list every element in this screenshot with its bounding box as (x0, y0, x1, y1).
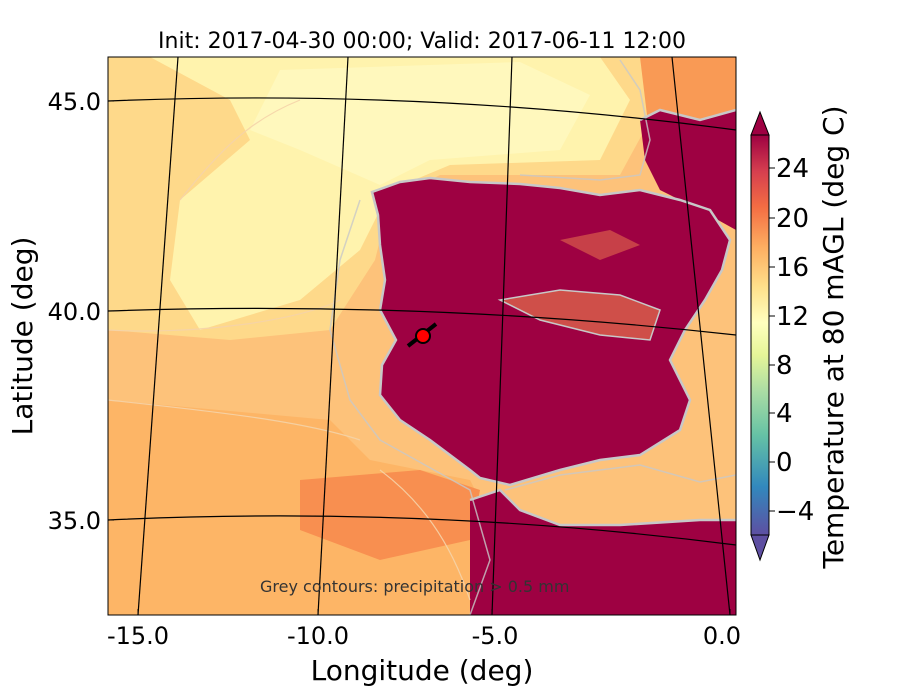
colorbar: 24 20 16 12 8 4 0 −4 Temperature at 80 m… (750, 105, 850, 570)
map-title: Init: 2017-04-30 00:00; Valid: 2017-06-1… (158, 29, 686, 54)
colorbar-top-arrow (750, 110, 770, 136)
x-tick-minus10: -10.0 (287, 622, 349, 650)
colorbar-tick-20: 20 (776, 204, 809, 234)
colorbar-scale (750, 134, 770, 536)
colorbar-tick-16: 16 (776, 253, 809, 283)
colorbar-bottom-arrow (750, 534, 770, 562)
y-tick-40: 40.0 (48, 298, 101, 326)
x-tick-0: 0.0 (703, 622, 741, 650)
x-tick-minus5: -5.0 (472, 622, 519, 650)
x-tick-minus15: -15.0 (107, 622, 169, 650)
graticule (108, 57, 736, 615)
map-note: Grey contours: precipitation > 0.5 mm (260, 577, 569, 596)
x-axis-label: Longitude (deg) (311, 654, 534, 687)
colorbar-tick-24: 24 (776, 154, 809, 184)
africa-land (470, 490, 736, 615)
y-axis: 45.0 40.0 35.0 (48, 88, 114, 535)
y-axis-label: Latitude (deg) (6, 237, 39, 436)
colorbar-tick-4: 4 (776, 399, 793, 429)
y-tick-35: 35.0 (48, 507, 101, 535)
red-circle-marker (415, 328, 431, 344)
sea-warm-region (108, 400, 490, 615)
precipitation-contours (329, 59, 736, 615)
map-area: Grey contours: precipitation > 0.5 mm (108, 57, 736, 615)
location-marker (406, 322, 438, 348)
iberia-land (372, 178, 730, 485)
colorbar-tick-8: 8 (776, 351, 793, 381)
y-tick-45: 45.0 (48, 88, 101, 116)
colorbar-tick-12: 12 (776, 302, 809, 332)
colorbar-tick-0: 0 (776, 448, 793, 478)
colorbar-label: Temperature at 80 mAGL (deg C) (817, 105, 850, 569)
colorbar-tick-minus4: −4 (776, 497, 814, 527)
map-frame (107, 56, 737, 616)
x-axis: -15.0 -10.0 -5.0 0.0 (107, 609, 741, 650)
